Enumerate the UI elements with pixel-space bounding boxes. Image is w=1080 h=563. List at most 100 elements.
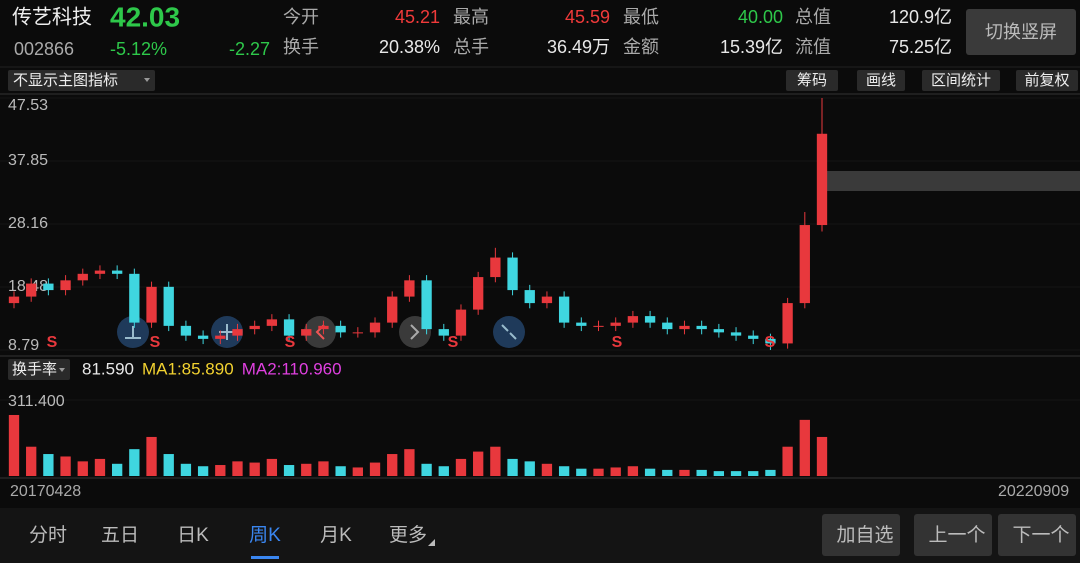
toolbar-button-label[interactable]: 区间统计	[931, 72, 991, 89]
y-tick-label: 47.53	[8, 97, 48, 114]
volume-bar	[524, 461, 535, 476]
toolbar-button-label[interactable]: 画线	[866, 72, 896, 89]
indicator-menu-label[interactable]: 不显示主图指标	[13, 72, 118, 89]
candle-body	[748, 335, 759, 339]
volume-bar	[610, 467, 621, 476]
toolbar-button[interactable]	[786, 70, 838, 91]
x-start-label: 20170428	[10, 483, 81, 500]
tab[interactable]: 五日	[101, 525, 139, 546]
candle-body	[610, 322, 621, 326]
candle-body	[662, 322, 673, 330]
tab[interactable]: 周K	[249, 525, 281, 546]
volume-bar	[662, 469, 673, 476]
candle-body	[335, 325, 346, 333]
action-label[interactable]: 上一个	[928, 524, 985, 546]
stat-label: 换手	[283, 37, 319, 57]
volume-bar	[60, 456, 71, 476]
toolbar-button[interactable]	[1016, 70, 1078, 91]
candle-body	[799, 225, 810, 304]
volume-bar	[111, 463, 123, 476]
volume-bar	[283, 465, 295, 476]
tab[interactable]: 更多	[389, 524, 427, 546]
action-button[interactable]	[914, 514, 992, 556]
price: 42.03	[110, 1, 180, 32]
volume-bar	[163, 454, 174, 476]
stat-value: 40.00	[738, 7, 783, 27]
volume-bar	[490, 446, 501, 476]
stat-label: 流值	[795, 37, 831, 57]
stat-value: 75.25亿	[889, 37, 952, 57]
action-label[interactable]: 加自选	[836, 524, 893, 546]
tool-button[interactable]	[304, 316, 336, 348]
x-end-label: 20220909	[998, 483, 1069, 500]
volume-menu-label[interactable]: 换手率	[12, 361, 57, 378]
action-button[interactable]	[822, 514, 900, 556]
toolbar-button[interactable]	[857, 70, 905, 91]
stat-value: 120.9亿	[889, 7, 952, 27]
tab[interactable]: 月K	[320, 525, 352, 546]
toolbar-button-label[interactable]: 前复权	[1024, 71, 1069, 89]
candle-body	[438, 329, 449, 336]
action-label[interactable]: 下一个	[1012, 524, 1069, 546]
rotate-button[interactable]	[966, 9, 1076, 55]
candle-body	[490, 257, 501, 278]
stat-value: 15.39亿	[720, 37, 783, 57]
volume-bar	[180, 463, 192, 476]
volume-bar	[558, 466, 570, 476]
stat-label: 金额	[623, 37, 659, 57]
stat-value: 20.38%	[379, 37, 440, 57]
signal-label: S	[612, 334, 623, 351]
signal-label: S	[285, 334, 296, 351]
dropdown-arrow	[144, 78, 150, 82]
indicator-reading: 81.590	[82, 359, 134, 378]
candle-body	[524, 290, 535, 304]
y-tick-label: 28.16	[8, 215, 48, 232]
candle-body	[644, 316, 656, 323]
candle-body	[387, 296, 398, 323]
candle-body	[8, 296, 20, 304]
stat-label: 总手	[453, 37, 489, 57]
candle-body	[765, 338, 776, 344]
candle-body	[679, 325, 690, 330]
candle-body	[730, 332, 742, 336]
candle-body	[26, 283, 37, 297]
candle-body	[43, 283, 54, 291]
signal-label: S	[150, 334, 161, 351]
volume-bar	[541, 463, 553, 476]
rotate-button-label[interactable]: 切换竖屏	[985, 22, 1057, 42]
candle-body	[593, 325, 604, 327]
volume-bar	[782, 446, 793, 476]
tool-button[interactable]	[493, 316, 525, 348]
indicator-menu[interactable]	[8, 70, 155, 91]
toolbar-button-label[interactable]: 筹码	[797, 72, 827, 89]
candle-body	[60, 280, 71, 291]
candle-body	[421, 280, 432, 330]
volume-menu[interactable]	[8, 359, 70, 380]
volume-bar	[473, 451, 484, 476]
candle-body	[197, 335, 209, 339]
candle-body	[129, 273, 140, 323]
candle-body	[94, 270, 106, 274]
volume-bar	[404, 449, 415, 476]
more-arrow	[428, 539, 435, 546]
toolbar-button[interactable]	[922, 70, 1000, 91]
candle-body	[455, 309, 467, 336]
stat-label: 总值	[795, 7, 831, 27]
volume-bar	[507, 458, 518, 476]
dropdown-arrow	[59, 368, 65, 372]
y-tick-label: 8.79	[8, 337, 39, 354]
candle-body	[576, 322, 587, 326]
volume-bar	[627, 466, 639, 476]
tab[interactable]: 分时	[29, 524, 67, 546]
tab[interactable]: 日K	[177, 525, 209, 546]
price-cursor-label	[818, 171, 1080, 191]
volume-bar	[387, 454, 398, 476]
action-button[interactable]	[998, 514, 1076, 556]
candle-body	[180, 325, 192, 336]
y-tick-label: 311.400	[8, 393, 65, 410]
stat-value: 45.21	[395, 7, 440, 27]
candle-body	[352, 332, 363, 334]
